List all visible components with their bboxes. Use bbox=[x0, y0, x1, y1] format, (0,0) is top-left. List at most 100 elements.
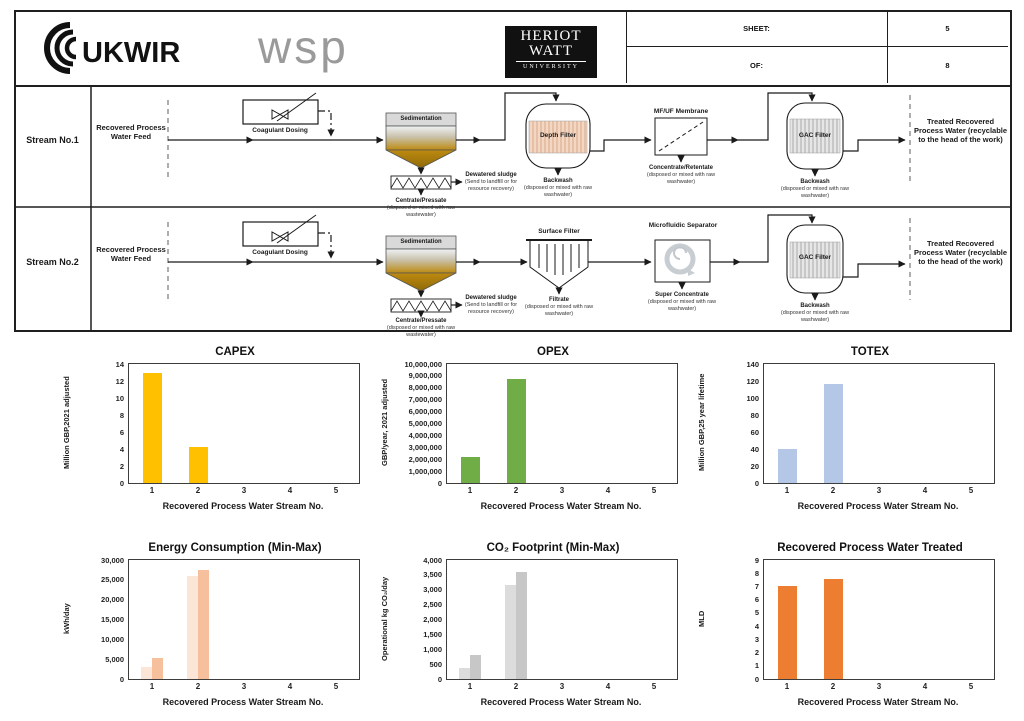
x-tick-label: 3 bbox=[241, 486, 247, 495]
ukwir-logo-text: UKWIR bbox=[82, 37, 180, 69]
plot-area: 0 500 1,000 1,500 2,000 2,500 3,000 3,500 4,000 1… bbox=[423, 556, 678, 691]
y-tick-label: 2 bbox=[119, 461, 124, 471]
y-tick-label: 1 bbox=[754, 661, 759, 671]
chart-totex: TOTEX Million GBP,25 year lifetime 0 20 40… bbox=[693, 346, 1005, 520]
x-tick-label: 3 bbox=[559, 486, 565, 495]
y-tick-label: 1,000,000 bbox=[408, 466, 442, 476]
stream1-dosing-valve-icon bbox=[271, 109, 289, 120]
chart-title: CO₂ Footprint (Min-Max) bbox=[486, 542, 620, 554]
backwash-note: (disposed or mixed with raw washwater) bbox=[780, 310, 850, 323]
y-tick-label: 4,000,000 bbox=[408, 430, 442, 440]
dewatered-note: (Send to landfill or for resource recove… bbox=[464, 302, 518, 315]
x-tick-label: 3 bbox=[876, 486, 882, 495]
stream2-coagulant-dosing-box bbox=[242, 221, 319, 247]
chart-title: TOTEX bbox=[850, 346, 890, 358]
concentrate-title: Concentrate/Retentate bbox=[648, 165, 713, 171]
stream1-label: Stream No.1 bbox=[26, 135, 79, 145]
y-tick-label: 6 bbox=[119, 427, 124, 437]
x-tick-label: 4 bbox=[605, 486, 611, 495]
of-label-cell: OF: bbox=[750, 60, 763, 70]
bar-max-stream-1 bbox=[152, 658, 163, 679]
y-tick-label: 500 bbox=[429, 659, 442, 669]
heriot-watt-line3: UNIVERSITY bbox=[516, 61, 586, 72]
x-tick-label: 5 bbox=[968, 682, 974, 691]
x-axis-label: Recovered Process Water Stream No. bbox=[162, 697, 324, 707]
x-tick-label: 4 bbox=[287, 682, 293, 691]
table-divider-horizontal bbox=[626, 46, 1008, 47]
x-tick-label: 4 bbox=[287, 486, 293, 495]
y-tick-label: 2,500 bbox=[423, 600, 442, 610]
y-tick-label: 140 bbox=[746, 359, 759, 369]
process-flow-diagram bbox=[14, 85, 1010, 330]
bar-min-stream-2 bbox=[505, 584, 516, 679]
y-tick-label: 0 bbox=[437, 478, 442, 488]
chart-energy-consumption: Energy Consumption (Min-Max) kWh/day 0 5,… bbox=[58, 542, 370, 716]
y-tick-label: 25,000 bbox=[101, 575, 124, 585]
stream1-gac-filter-label: GAC Filter bbox=[798, 132, 832, 139]
backwash-title: Backwash bbox=[800, 179, 830, 185]
filtrate-note: (disposed or mixed with raw washwater) bbox=[524, 304, 594, 317]
y-tick-label: 3,000,000 bbox=[408, 442, 442, 452]
y-axis-label: Million GBP,25 year lifetime bbox=[697, 373, 706, 472]
centrate-note: (disposed or mixed with raw wastewater) bbox=[386, 325, 456, 338]
x-tick-label: 4 bbox=[922, 682, 928, 691]
stream2-feed-label: Recovered Process Water Feed bbox=[96, 245, 166, 263]
y-axis-label: MLD bbox=[697, 610, 706, 627]
stream1-dewatering-conveyor bbox=[390, 175, 452, 190]
bar-max-stream-1 bbox=[470, 654, 481, 679]
x-tick-label: 3 bbox=[559, 682, 565, 691]
centrate-title: Centrate/Pressate bbox=[395, 198, 447, 204]
y-tick-label: 9,000,000 bbox=[408, 371, 442, 381]
stream1-membrane-box bbox=[654, 117, 708, 156]
x-axis-label: Recovered Process Water Stream No. bbox=[797, 697, 959, 707]
stream2-surface-filter bbox=[526, 239, 592, 289]
y-tick-label: 20 bbox=[750, 461, 759, 471]
y-tick-label: 10,000 bbox=[101, 634, 124, 644]
y-tick-label: 4,000 bbox=[423, 555, 442, 565]
y-tick-label: 3 bbox=[754, 634, 759, 644]
y-tick-label: 8 bbox=[119, 410, 124, 420]
y-tick-label: 8 bbox=[754, 568, 759, 578]
x-tick-label: 2 bbox=[513, 682, 519, 691]
filtrate-title: Filtrate bbox=[548, 297, 569, 303]
stream2-label: Stream No.2 bbox=[26, 257, 79, 267]
stream1-coagulant-dosing-box bbox=[242, 99, 319, 125]
separator-outlet-arrow-icon bbox=[688, 269, 695, 276]
chart-opex: OPEX GBP/year, 2021 adjusted 0 1,000,000 2… bbox=[376, 346, 688, 520]
stream1-sedimentation-tank bbox=[385, 112, 457, 169]
heriot-watt-line1: HERIOT bbox=[520, 28, 582, 44]
x-tick-label: 5 bbox=[968, 486, 974, 495]
stream1-centrate-label: Centrate/Pressate (disposed or mixed wit… bbox=[381, 198, 461, 218]
bar-capex-stream-2 bbox=[188, 447, 208, 483]
y-tick-label: 7,000,000 bbox=[408, 395, 442, 405]
x-tick-label: 3 bbox=[241, 682, 247, 691]
chart-title: Energy Consumption (Min-Max) bbox=[148, 542, 322, 554]
y-axis-label: kWh/day bbox=[62, 603, 71, 634]
x-tick-label: 5 bbox=[333, 682, 339, 691]
chart-title: OPEX bbox=[537, 346, 569, 358]
y-tick-label: 7 bbox=[754, 581, 759, 591]
y-tick-label: 80 bbox=[750, 410, 759, 420]
backwash-note: (disposed or mixed with raw washwater) bbox=[780, 186, 850, 199]
stream2-flow bbox=[167, 214, 911, 318]
y-axis-label: Million GBP,2021 adjusted bbox=[62, 376, 71, 469]
chart-capex: CAPEX Million GBP,2021 adjusted 0 2 4 6 8 10 1… bbox=[58, 346, 370, 520]
centrate-note: (disposed or mixed with raw wastewater) bbox=[386, 205, 456, 218]
centrate-title: Centrate/Pressate bbox=[395, 318, 447, 324]
y-tick-label: 3,500 bbox=[423, 570, 442, 580]
bar-mld-stream-1 bbox=[777, 586, 797, 679]
stream1-flow bbox=[167, 92, 911, 196]
of-value-cell: 8 bbox=[945, 60, 950, 70]
stream2-dosing-valve-icon bbox=[271, 231, 289, 242]
dewatered-note: (Send to landfill or for resource recove… bbox=[464, 179, 518, 192]
y-tick-label: 15,000 bbox=[101, 615, 124, 624]
x-tick-label: 2 bbox=[195, 486, 201, 495]
stream1-treated-label: Treated Recovered Process Water (recycla… bbox=[913, 117, 1008, 144]
bar-mld-stream-2 bbox=[823, 578, 843, 679]
x-tick-label: 5 bbox=[651, 486, 657, 495]
y-axis-label: Operational kg CO₂/day bbox=[380, 576, 389, 661]
backwash-note: (disposed or mixed with raw washwater) bbox=[523, 185, 593, 198]
y-tick-label: 1,500 bbox=[423, 629, 442, 639]
x-axis-label: Recovered Process Water Stream No. bbox=[480, 697, 642, 707]
stream2-sedimentation-tank bbox=[385, 235, 457, 292]
